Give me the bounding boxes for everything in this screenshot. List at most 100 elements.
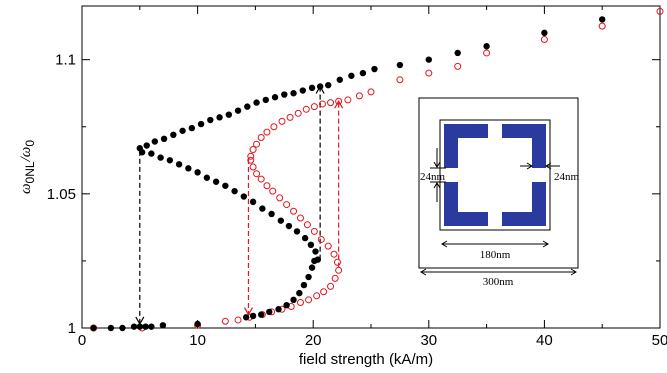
inset-inner-label: 180nm	[480, 249, 511, 261]
open-circle-point	[355, 92, 363, 100]
open-circle-point	[324, 242, 332, 250]
gap-arrowhead-bottom	[433, 182, 441, 189]
open-circle-point	[278, 117, 286, 125]
open-circle-point	[396, 76, 404, 84]
filled-circle-point	[281, 91, 288, 98]
inset-gap-dimension	[430, 148, 446, 202]
filled-circle-point	[207, 116, 214, 124]
open-circle-point	[234, 316, 242, 324]
filled-circle-point	[325, 81, 332, 89]
open-circle-point	[320, 288, 328, 296]
open-circle-point	[344, 96, 352, 104]
filled-circle-point	[136, 145, 143, 152]
filled-circle-point	[119, 324, 126, 332]
open-circle-point	[327, 282, 335, 290]
gap-arrowhead-top	[433, 161, 441, 168]
ring-left-top-bar	[444, 124, 458, 168]
open-circle-point	[331, 274, 339, 282]
open-circle-point	[327, 99, 335, 107]
filled-circle-point	[157, 154, 164, 161]
open-circle-point	[290, 207, 298, 215]
filled-circle-point	[225, 111, 233, 118]
outer-dim-arrow-left	[420, 268, 427, 276]
open-circle-point	[335, 97, 343, 105]
filled-circle-point	[170, 131, 177, 138]
filled-circle-point	[541, 29, 548, 37]
inset-outer-box	[418, 97, 579, 269]
filled-circle-point	[197, 120, 205, 128]
x-tick-label: 0	[78, 332, 86, 349]
filled-circle-point	[253, 99, 260, 106]
outer-dim-arrow-right	[570, 268, 577, 276]
open-circle-point	[425, 69, 433, 77]
open-circle-point	[656, 7, 664, 15]
filled-circle-point	[307, 241, 315, 249]
ring-left-bottom-bar	[444, 182, 458, 226]
filled-circle-point	[483, 43, 490, 50]
open-circle-point	[257, 175, 265, 183]
open-circle-point	[257, 133, 265, 141]
y-axis-title-sub: 0NL	[23, 161, 37, 183]
open-circle-point	[305, 296, 313, 304]
filled-circle-point	[299, 87, 306, 94]
filled-circle-point	[314, 256, 322, 263]
open-circle-point	[263, 128, 271, 136]
y-tick-label: 1	[68, 320, 76, 337]
filled-circle-point	[166, 157, 174, 164]
filled-circle-point	[300, 281, 308, 289]
filled-circle-point	[222, 182, 229, 189]
filled-circle-point	[203, 174, 211, 181]
width-arrowhead-left	[526, 162, 533, 170]
inset-inner-box	[439, 119, 551, 231]
y-axis-title-sep: /ω	[18, 147, 34, 163]
filled-circle-point	[194, 320, 201, 328]
inset-width-label: 24nm	[554, 171, 580, 183]
filled-circle-point	[249, 198, 257, 206]
filled-circle-point	[257, 311, 265, 318]
ring-right-bottom-bar	[532, 182, 546, 226]
filled-circle-point	[240, 193, 248, 200]
filled-circle-point	[599, 16, 606, 23]
filled-circle-point	[312, 248, 319, 255]
open-circle-point	[303, 221, 311, 229]
width-arrowhead-right	[545, 162, 552, 170]
open-circle-point	[247, 152, 255, 160]
transition-arrow-head	[334, 100, 344, 109]
filled-circle-point	[175, 161, 183, 168]
filled-circle-point	[277, 217, 285, 224]
filled-circle-point	[290, 296, 297, 304]
inner-dim-arrow-left	[441, 240, 448, 248]
filled-circle-point	[142, 323, 149, 330]
inset-diagram: 24nm 24nm 180nm 300nm	[418, 97, 580, 288]
filled-circle-point	[266, 308, 273, 316]
filled-circle-point	[107, 324, 115, 332]
filled-circle-point	[371, 65, 378, 73]
open-circle-point	[253, 170, 261, 178]
filled-circle-point	[179, 127, 186, 134]
filled-circle-point	[90, 324, 97, 332]
inset-inner-dimension	[441, 240, 549, 248]
open-circle-point	[249, 146, 257, 154]
filled-circle-point	[454, 49, 461, 57]
inset-outer-dimension	[420, 268, 577, 276]
filled-circle-point	[148, 323, 155, 330]
inset-square-ring	[444, 124, 546, 226]
filled-circle-point	[212, 178, 220, 185]
x-tick-label: 20	[305, 332, 322, 349]
open-circle-point	[294, 109, 302, 117]
filled-circle-point	[194, 169, 201, 176]
filled-circle-point	[396, 61, 404, 69]
filled-circle-point	[285, 222, 293, 230]
filled-circle-point	[185, 165, 192, 172]
y-axis-title: ω0NL/ω0	[18, 140, 37, 194]
x-axis-title: field strength (kA/m)	[299, 351, 433, 368]
inner-dim-arrow-right	[542, 240, 549, 248]
filled-circle-point	[268, 210, 275, 218]
y-tick-label: 1.1	[55, 52, 76, 69]
x-tick-label: 30	[420, 332, 437, 349]
open-circle-point	[249, 163, 257, 171]
filled-circle-point	[148, 150, 155, 157]
open-circle-point	[318, 100, 326, 108]
y-axis-title-main: ω	[18, 183, 34, 194]
